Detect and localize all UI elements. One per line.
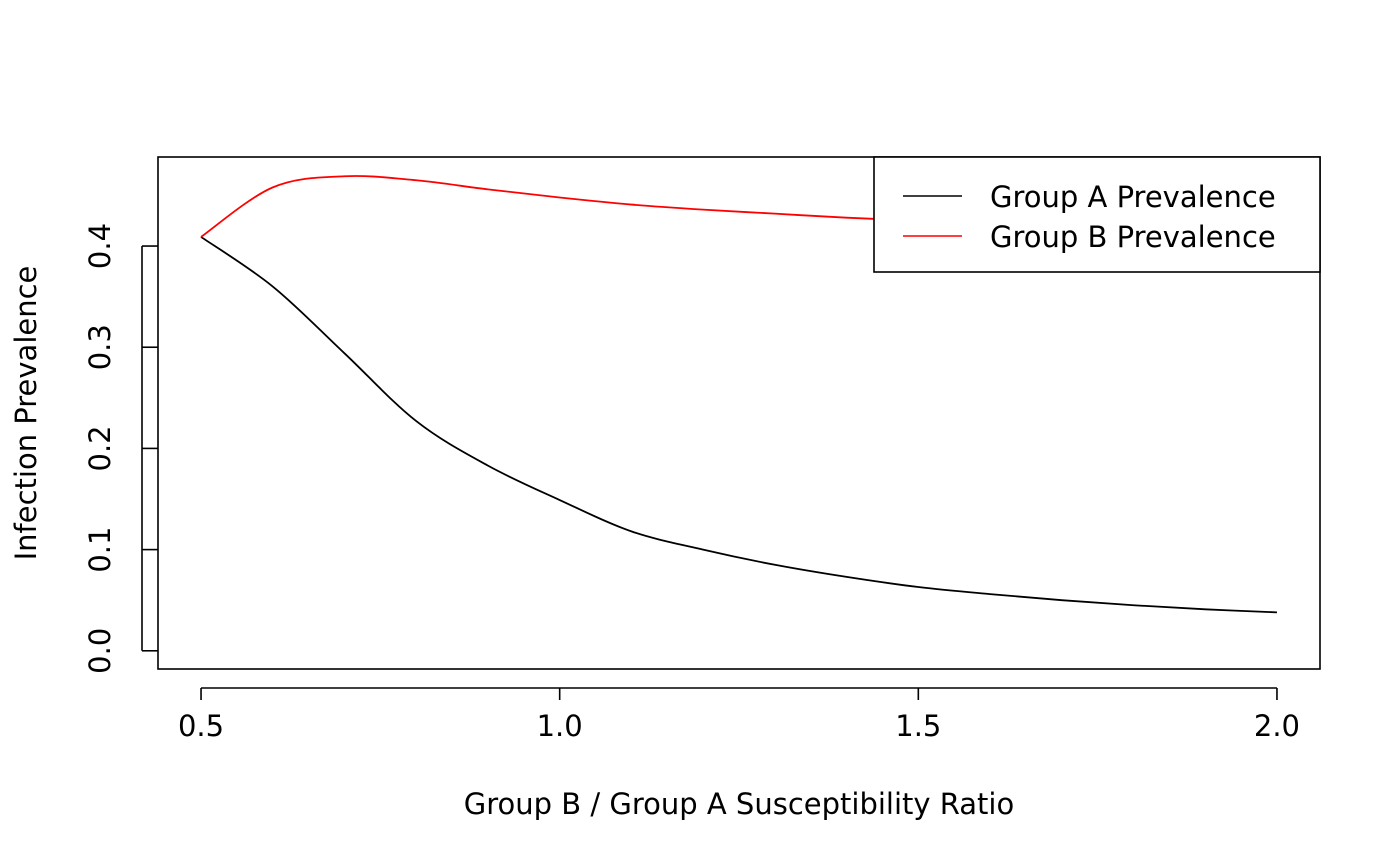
axes-layer: 0.5 1.0 1.5 2.0 0.0 0.1 0.2 0.3 0.4 <box>83 223 1300 743</box>
y-axis-label: Infection Prevalence <box>9 266 43 561</box>
x-tick-label: 1.0 <box>537 709 583 743</box>
series-line-group-a <box>200 236 1277 614</box>
legend-box <box>873 156 1321 273</box>
x-tick-label: 1.5 <box>895 709 941 743</box>
x-axis-label: Group B / Group A Susceptibility Ratio <box>464 787 1014 821</box>
legend-label-group-b: Group B Prevalence <box>990 220 1276 254</box>
plot-frame <box>157 156 1321 670</box>
y-tick-label: 0.0 <box>83 628 117 674</box>
x-tick-label: 2.0 <box>1254 709 1300 743</box>
x-tick-label: 0.5 <box>178 709 224 743</box>
legend: Group A Prevalence Group B Prevalence <box>873 156 1321 273</box>
legend-label-group-a: Group A Prevalence <box>990 180 1276 214</box>
y-tick-label: 0.2 <box>83 425 117 471</box>
y-tick-label: 0.4 <box>83 223 117 269</box>
y-tick-label: 0.1 <box>83 527 117 573</box>
y-tick-label: 0.3 <box>83 324 117 370</box>
